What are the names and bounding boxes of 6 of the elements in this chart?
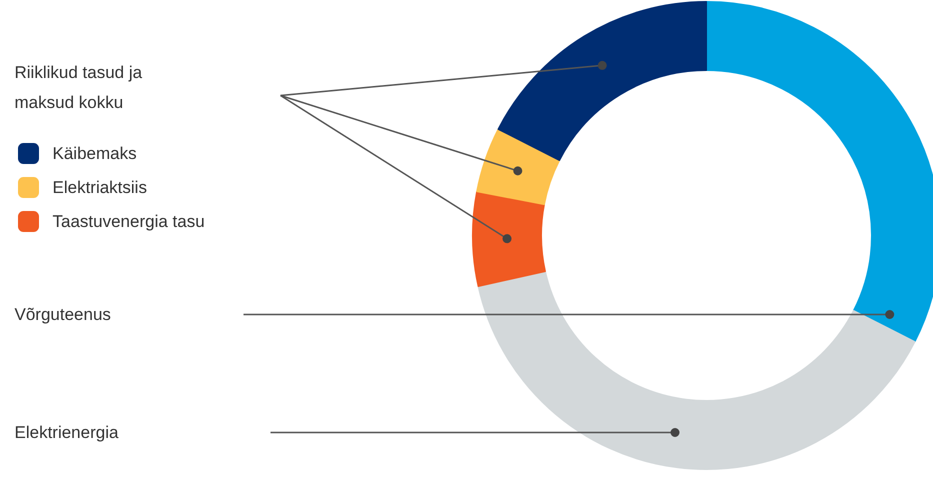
text: Riiklikud tasud ja maksud kokku — [14, 63, 143, 112]
text: Võrguteenus — [14, 305, 111, 324]
legend-label: Käibemaks — [52, 144, 137, 163]
legend-label: Elektriaktsiis — [52, 178, 147, 197]
text: Elektrienergia — [14, 423, 119, 442]
legend-label: Taastuvenergia tasu — [52, 212, 205, 231]
